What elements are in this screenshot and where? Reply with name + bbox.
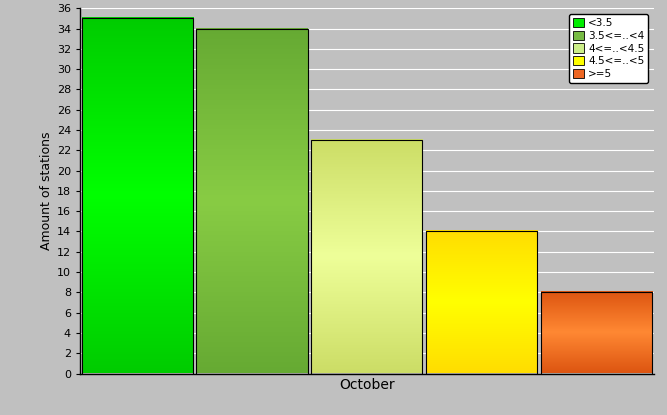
Bar — [82, 18, 193, 374]
Bar — [541, 292, 652, 374]
Bar — [197, 29, 307, 374]
Bar — [426, 232, 537, 374]
Bar — [311, 140, 422, 374]
Legend: <3.5, 3.5<=..<4, 4<=..<4.5, 4.5<=..<5, >=5: <3.5, 3.5<=..<4, 4<=..<4.5, 4.5<=..<5, >… — [570, 14, 648, 83]
Y-axis label: Amount of stations: Amount of stations — [39, 132, 53, 250]
